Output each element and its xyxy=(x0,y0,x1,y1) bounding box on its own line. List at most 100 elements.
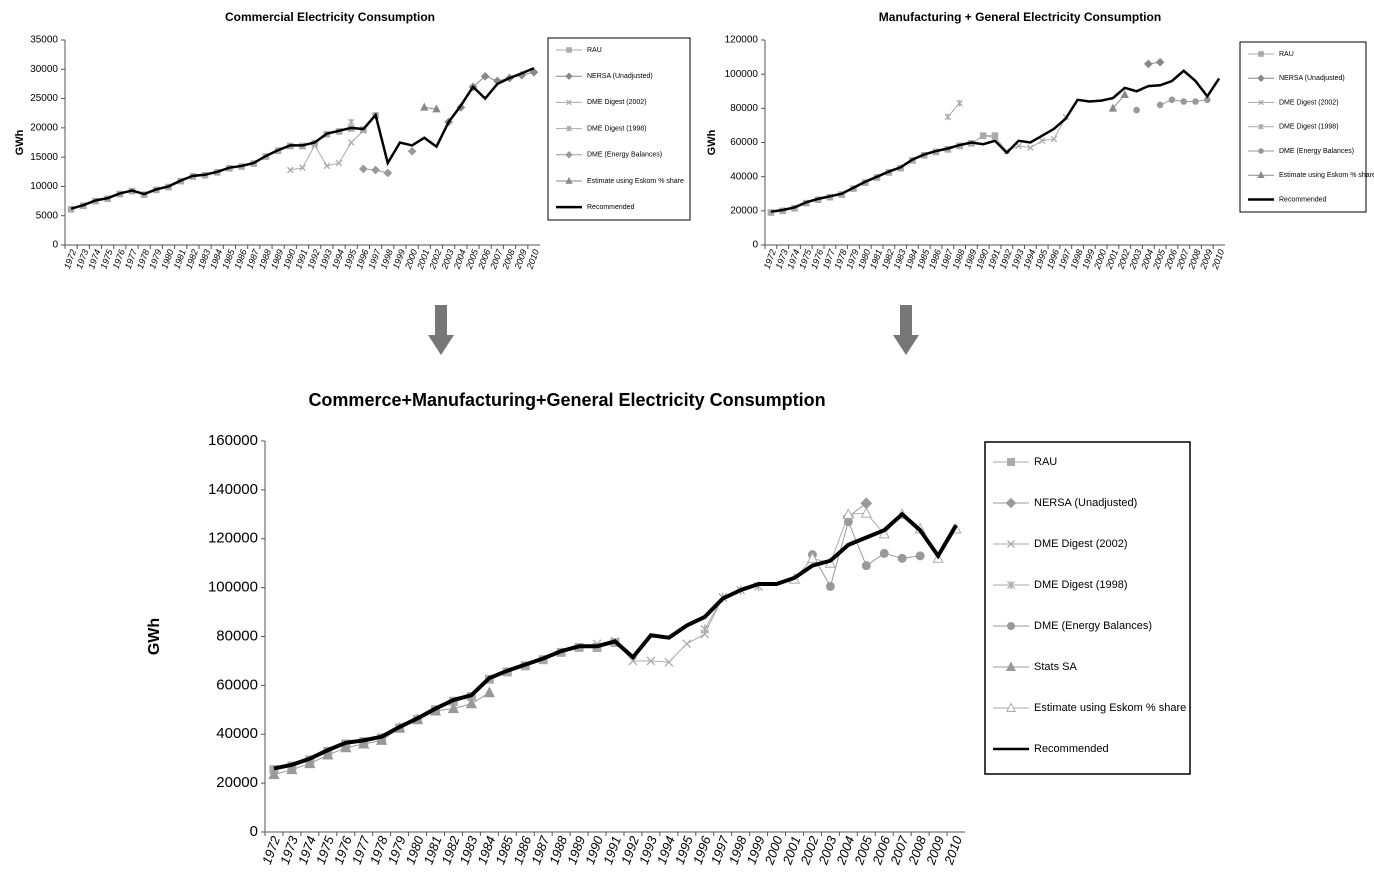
data-point xyxy=(268,768,280,780)
data-point xyxy=(304,757,316,769)
data-point xyxy=(825,581,835,591)
legend-label: Recommended xyxy=(1034,743,1109,755)
data-point xyxy=(358,737,370,749)
legend-box xyxy=(984,441,1191,775)
legend-marker xyxy=(566,47,572,53)
data-point xyxy=(842,508,854,519)
legend-label: Estimate using Eskom % share xyxy=(1034,702,1186,714)
data-point xyxy=(682,639,692,649)
data-point xyxy=(420,102,429,111)
y-tick-label: 100000 xyxy=(725,69,759,80)
y-axis-label: GWh xyxy=(146,618,163,655)
data-point xyxy=(944,113,952,121)
legend-marker xyxy=(566,99,572,106)
legend-label: DME Digest (2002) xyxy=(1279,99,1339,106)
data-point xyxy=(1156,101,1164,109)
data-point xyxy=(1050,135,1058,143)
legend-marker xyxy=(1007,622,1015,630)
series-line xyxy=(770,69,1221,213)
data-point xyxy=(447,702,460,714)
legend-marker xyxy=(1258,123,1264,130)
data-point xyxy=(1108,103,1118,112)
y-tick-label: 80000 xyxy=(730,103,758,114)
data-point xyxy=(340,741,352,753)
legend-label: DME Digest (2002) xyxy=(1034,538,1128,550)
data-point xyxy=(1120,89,1129,98)
legend-label: Stats SA xyxy=(1034,661,1077,673)
legend-marker xyxy=(1007,580,1015,590)
arrow xyxy=(893,305,919,355)
legend-marker xyxy=(1257,171,1265,179)
series-line xyxy=(70,66,535,210)
y-tick-label: 40000 xyxy=(730,171,758,182)
y-tick-label: 60000 xyxy=(730,137,758,148)
data-point xyxy=(323,162,331,170)
legend-label: NERSA (Unadjusted) xyxy=(587,73,653,80)
y-tick-label: 30000 xyxy=(30,64,58,75)
y-tick-label: 140000 xyxy=(208,481,258,498)
legend-marker xyxy=(1007,540,1015,548)
legend-marker xyxy=(1258,148,1264,154)
y-tick-label: 15000 xyxy=(30,152,58,163)
data-point xyxy=(371,165,380,175)
data-point xyxy=(1192,98,1199,105)
series-line xyxy=(812,520,921,588)
data-point xyxy=(529,67,539,77)
data-point xyxy=(991,134,999,141)
data-point xyxy=(664,657,674,667)
data-point xyxy=(287,166,294,174)
legend-label: DME Digest (1998) xyxy=(587,125,647,132)
data-point xyxy=(879,548,889,558)
legend-label: DME Digest (1998) xyxy=(1279,124,1339,131)
legend-label: Estimate using Eskom % share xyxy=(587,178,684,185)
chart-title: Commercial Electricity Consumption xyxy=(225,10,435,24)
legend-marker xyxy=(565,176,573,184)
legend-label: Recommended xyxy=(587,204,635,211)
legend-label: Recommended xyxy=(1279,196,1327,203)
legend-marker xyxy=(1005,661,1017,671)
data-point xyxy=(1027,144,1034,151)
y-axis-label: GWh xyxy=(14,129,26,155)
y-tick-label: 60000 xyxy=(216,676,258,693)
y-tick-label: 35000 xyxy=(30,35,58,46)
legend-label: NERSA (Unadjusted) xyxy=(1034,497,1137,509)
data-point xyxy=(376,734,388,745)
data-point xyxy=(897,553,907,563)
data-point xyxy=(335,159,343,167)
data-point xyxy=(483,686,495,698)
chart-title: Commerce+Manufacturing+General Electrici… xyxy=(308,390,825,410)
data-point xyxy=(979,132,987,139)
legend-marker xyxy=(1257,74,1265,82)
data-point xyxy=(383,168,393,178)
legend-marker xyxy=(1005,702,1017,712)
data-point xyxy=(347,118,355,126)
legend-marker xyxy=(1007,458,1015,466)
data-point xyxy=(465,697,478,709)
data-point xyxy=(1133,106,1140,114)
legend-marker xyxy=(1258,99,1264,106)
legend-marker xyxy=(566,125,572,132)
data-point xyxy=(67,205,75,213)
y-tick-label: 10000 xyxy=(30,181,58,192)
data-point xyxy=(861,561,871,571)
arrow xyxy=(428,305,454,355)
data-point xyxy=(1180,98,1188,105)
data-point xyxy=(1143,59,1153,69)
y-axis-label: GWh xyxy=(706,129,718,155)
y-tick-label: 0 xyxy=(52,240,58,251)
data-point xyxy=(299,164,306,171)
y-tick-label: 120000 xyxy=(725,35,759,46)
legend-marker xyxy=(565,72,573,80)
data-point xyxy=(286,763,298,775)
legend-marker xyxy=(565,151,573,159)
y-tick-label: 100000 xyxy=(208,579,258,596)
legend-label: RAU xyxy=(1279,51,1294,58)
y-tick-label: 160000 xyxy=(208,432,258,449)
legend-label: Estimate using Eskom % share xyxy=(1279,172,1374,179)
data-point xyxy=(700,624,710,634)
legend-label: DME Digest (2002) xyxy=(587,99,647,106)
data-point xyxy=(1168,96,1176,104)
data-point xyxy=(806,552,819,563)
y-tick-label: 20000 xyxy=(30,122,58,133)
